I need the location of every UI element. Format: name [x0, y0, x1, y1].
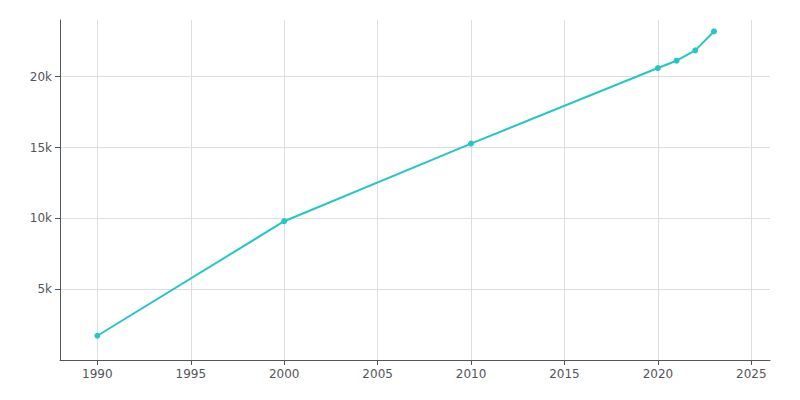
svg-text:2000: 2000	[269, 367, 300, 381]
svg-text:10k: 10k	[30, 211, 52, 225]
svg-text:1990: 1990	[82, 367, 113, 381]
svg-text:2010: 2010	[456, 367, 487, 381]
svg-text:2015: 2015	[549, 367, 580, 381]
svg-text:2025: 2025	[736, 367, 767, 381]
svg-text:20k: 20k	[30, 70, 52, 84]
svg-text:15k: 15k	[30, 141, 52, 155]
svg-text:2005: 2005	[362, 367, 393, 381]
svg-text:5k: 5k	[37, 282, 52, 296]
svg-text:1995: 1995	[176, 367, 207, 381]
svg-text:2020: 2020	[643, 367, 674, 381]
